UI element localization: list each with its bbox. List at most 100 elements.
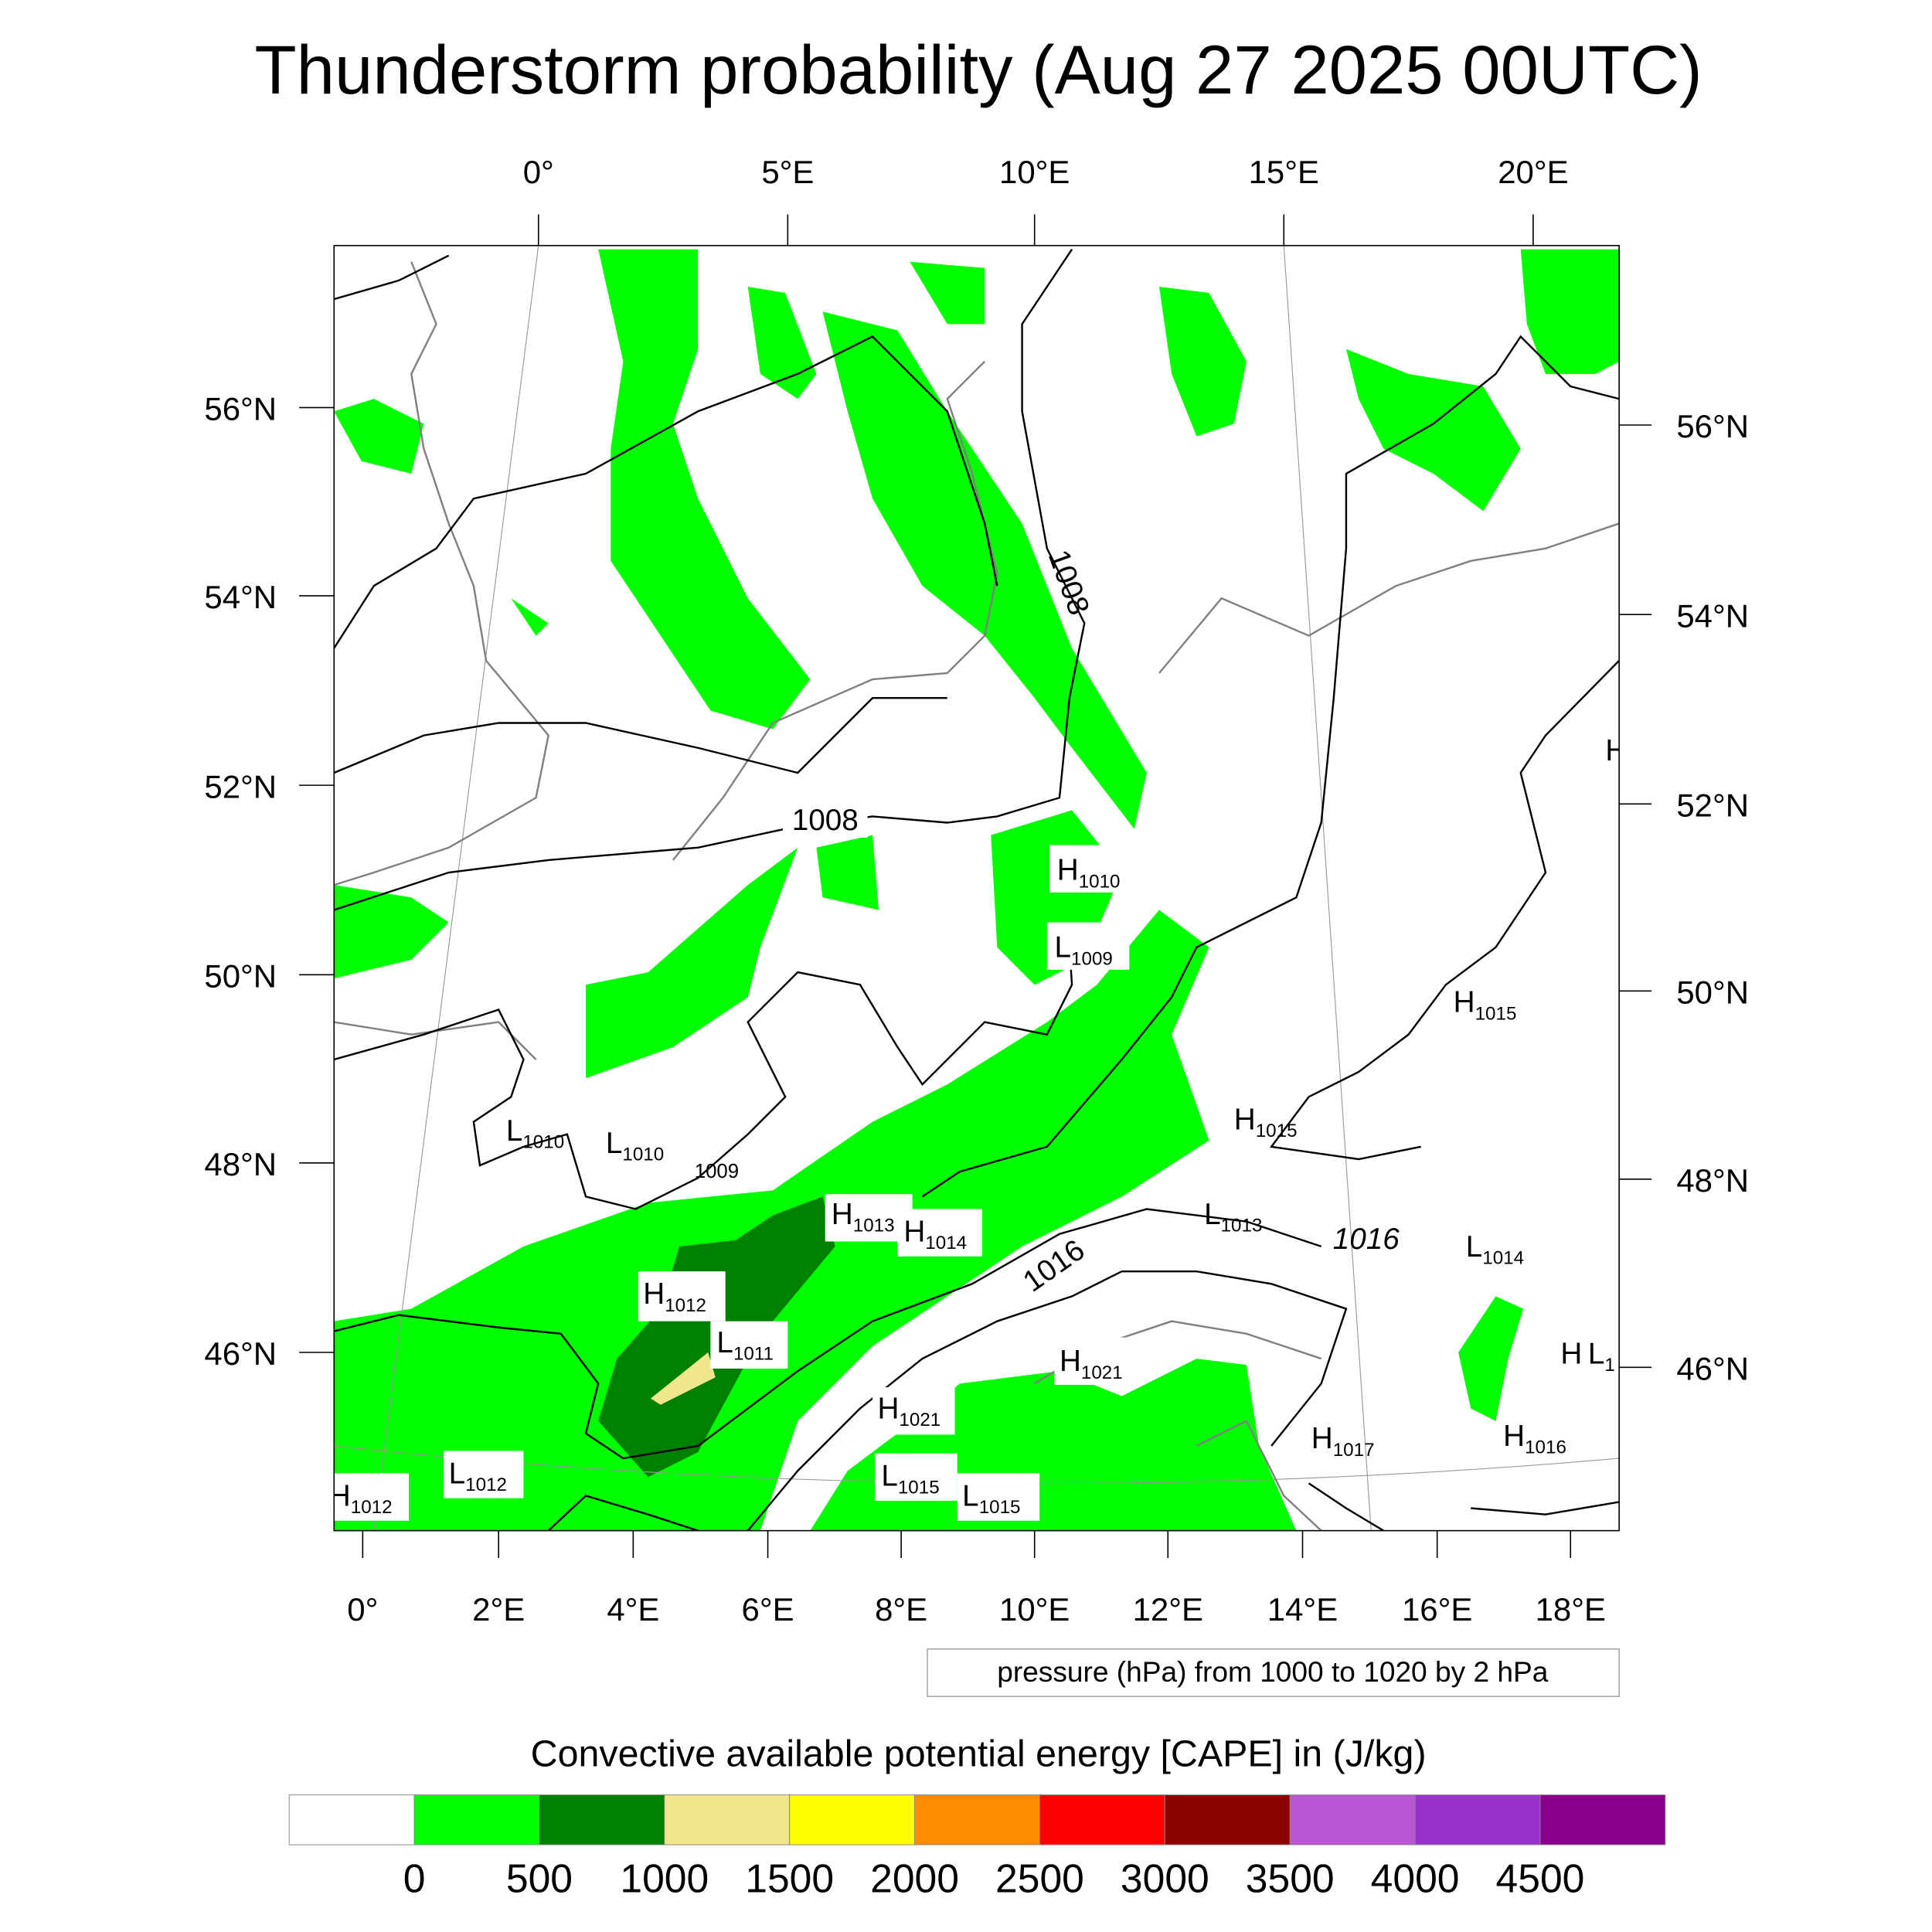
colorbar-label: 1500 [745, 1855, 834, 1900]
svg-text:H1021: H1021 [877, 1392, 940, 1430]
svg-text:H: H [1560, 1338, 1582, 1371]
bottom-lon-label: 2°E [472, 1591, 525, 1628]
pressure-center-high: H1010 [1049, 845, 1137, 893]
colorbar-label: 0 [403, 1855, 426, 1900]
colorbar-swatch [288, 1794, 415, 1845]
bottom-lon-label: 12°E [1133, 1591, 1203, 1628]
pressure-center-low: L1015 [875, 1453, 957, 1501]
contour-label: 1009 [695, 1161, 739, 1182]
left-lat-label: 48°N [204, 1146, 277, 1182]
figure-title: Thunderstorm probability (Aug 27 2025 00… [255, 32, 1702, 108]
top-longitude-labels: 0° 5°E 10°E 15°E 20°E [523, 154, 1569, 246]
pressure-center-high: H1012 [329, 1473, 410, 1521]
colorbar-label: 500 [506, 1855, 573, 1900]
pressure-center-low: L1010 [606, 1127, 664, 1165]
pressure-center-high: H1015 [1234, 1103, 1298, 1141]
svg-text:H1017: H1017 [1311, 1422, 1375, 1461]
right-lat-label: 52°N [1676, 787, 1749, 823]
pressure-centers: H1010 L1009 H1015 H1015 L1010 L1010 H101… [329, 734, 1627, 1521]
svg-text:L1: L1 [1588, 1338, 1615, 1376]
colorbar-swatch [1539, 1794, 1666, 1845]
bottom-lon-label: 6°E [742, 1591, 794, 1628]
svg-text:L1009: L1009 [1055, 931, 1113, 970]
pressure-center-high: H1021 [872, 1387, 955, 1435]
pressure-center-high: H1014 [897, 1209, 982, 1257]
colorbar-swatch [1039, 1794, 1165, 1845]
svg-text:L1015: L1015 [881, 1460, 939, 1498]
cape-1000-1500-region [650, 1352, 716, 1405]
bottom-lon-label: 14°E [1267, 1591, 1338, 1628]
colorbar-swatch [914, 1794, 1040, 1845]
map-frame [333, 244, 1620, 1532]
svg-text:H1016: H1016 [1503, 1420, 1566, 1458]
pressure-center-low: L1011 [710, 1321, 788, 1369]
colorbar-swatch [664, 1794, 791, 1845]
colorbar-swatch [1414, 1794, 1541, 1845]
colorbar-label: 3000 [1121, 1855, 1209, 1900]
colorbar-swatch [1164, 1794, 1291, 1845]
colorbar-label: 2500 [995, 1855, 1084, 1900]
svg-text:L1010: L1010 [606, 1127, 664, 1165]
map-area: 1008 1008 1016 1016 1009 H1010 L1009 H10… [329, 244, 1627, 1532]
contour-info-box: pressure (hPa) from 1000 to 1020 by 2 hP… [927, 1648, 1620, 1697]
pressure-center-low: L1010 [506, 1114, 564, 1153]
left-latitude-labels: 56°N 54°N 52°N 50°N 48°N 46°N [204, 391, 335, 1372]
bottom-longitude-labels: 0° 2°E 4°E 6°E 8°E 10°E 12°E 14°E 16°E 1… [347, 1530, 1606, 1628]
right-lat-label: 56°N [1676, 408, 1749, 444]
svg-text:H1012: H1012 [643, 1277, 706, 1316]
bottom-lon-label: 4°E [607, 1591, 659, 1628]
svg-text:L1013: L1013 [1204, 1198, 1262, 1236]
top-lon-label: 0° [523, 154, 554, 190]
svg-text:L1010: L1010 [506, 1114, 564, 1153]
left-lat-label: 46°N [204, 1335, 277, 1372]
colorbar-label: 3500 [1246, 1855, 1335, 1900]
pressure-center-high: H1017 [1311, 1422, 1375, 1461]
right-lat-label: 46°N [1676, 1350, 1749, 1386]
bottom-lon-label: 0° [347, 1591, 378, 1628]
bottom-lon-label: 18°E [1536, 1591, 1606, 1628]
colorbar-labels: 0 500 1000 1500 2000 2500 3000 3500 4000 4500 [403, 1855, 1585, 1900]
svg-text:L1012: L1012 [449, 1457, 507, 1495]
top-lon-label: 20°E [1498, 154, 1568, 190]
colorbar-label: 2000 [870, 1855, 959, 1900]
bottom-lon-label: 10°E [999, 1591, 1070, 1628]
svg-text:H1012: H1012 [329, 1479, 393, 1518]
right-lat-label: 48°N [1676, 1162, 1749, 1199]
svg-text:H: H [1605, 734, 1627, 767]
pressure-center-low: L1015 [957, 1473, 1040, 1521]
right-latitude-labels: 56°N 54°N 52°N 50°N 48°N 46°N [1619, 408, 1749, 1386]
left-lat-label: 54°N [204, 579, 277, 615]
svg-text:L1015: L1015 [962, 1479, 1020, 1518]
bottom-lon-label: 8°E [875, 1591, 927, 1628]
right-lat-label: 50°N [1676, 974, 1749, 1010]
pressure-center-high: H [1560, 1338, 1582, 1371]
pressure-center-low: L1009 [1046, 922, 1130, 970]
svg-text:H1013: H1013 [832, 1198, 895, 1236]
pressure-center-high: H1021 [1054, 1337, 1137, 1385]
colorbar-label: 4500 [1496, 1855, 1585, 1900]
pressure-center-high: H [1605, 734, 1627, 767]
svg-text:H1014: H1014 [903, 1215, 967, 1253]
colorbar [288, 1794, 1666, 1845]
colorbar-swatch [789, 1794, 916, 1845]
top-lon-label: 10°E [999, 154, 1070, 190]
contour-info-text: pressure (hPa) from 1000 to 1020 by 2 hP… [997, 1655, 1549, 1688]
svg-text:H1015: H1015 [1454, 986, 1517, 1025]
colorbar-label: 1000 [620, 1855, 709, 1900]
contour-label: 1008 [792, 804, 859, 837]
bottom-lon-label: 16°E [1402, 1591, 1472, 1628]
right-lat-label: 54°N [1676, 597, 1749, 634]
pressure-center-high: H1012 [638, 1271, 726, 1321]
svg-text:H1021: H1021 [1060, 1345, 1123, 1383]
left-lat-label: 52°N [204, 768, 277, 804]
svg-text:L1014: L1014 [1466, 1230, 1524, 1269]
colorbar-title: Convective available potential energy [C… [531, 1733, 1427, 1774]
pressure-center-low: L1012 [444, 1451, 524, 1498]
pressure-contours [334, 248, 1620, 1531]
svg-text:L1011: L1011 [716, 1326, 774, 1365]
left-lat-label: 50°N [204, 957, 277, 994]
pressure-center-low: L1013 [1204, 1198, 1262, 1236]
pressure-center-low: L1014 [1466, 1230, 1524, 1269]
left-lat-label: 56°N [204, 391, 277, 427]
